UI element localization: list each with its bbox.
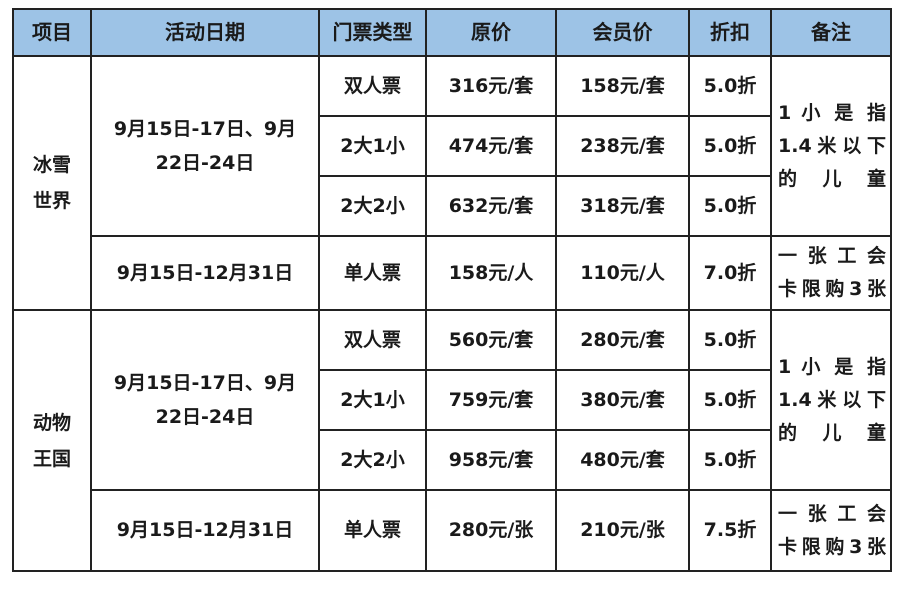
discount-cell: 5.0折 [688, 175, 772, 237]
header-discount: 折扣 [688, 8, 772, 57]
table-row: 2大1小 474元/套 238元/套 5.0折 [13, 115, 891, 177]
member-price-cell: 158元/套 [555, 55, 690, 117]
member-price-cell: 480元/套 [555, 429, 690, 491]
cell-line: 1.4米以下 [778, 388, 886, 411]
ticket-type-cell: 2大1小 [318, 369, 427, 431]
project-name-line: 冰雪 [32, 154, 71, 176]
table-row: 9月15日-12月31日 单人票 280元/张 210元/张 7.5折一 张 工 会卡限… [13, 489, 892, 572]
note-cell: 一 张 工 会卡限购3张 [770, 235, 892, 311]
header-member-price: 会员价 [555, 8, 690, 57]
note-cell: 1 小 是 指 1.4米以下 的儿童 [770, 309, 892, 491]
member-price-cell: 280元/套 [555, 309, 690, 371]
date-cell: 9月15日-12月31日 [90, 489, 320, 572]
header-original-price: 原价 [425, 8, 557, 57]
original-price-cell: 958元/套 [425, 429, 557, 491]
discount-cell: 7.0折 [688, 235, 772, 311]
discount-cell: 5.0折 [688, 115, 772, 177]
date-line: 22日-24日 [155, 406, 255, 428]
table-row: 2大1小 759元/套 380元/套 5.0折 [13, 369, 891, 431]
table-row: 9月15日-12月31日 单人票 158元/人 110元/人 7.0折一 张 工 会卡限… [13, 235, 892, 311]
ticket-type-cell: 2大1小 [318, 115, 427, 177]
original-price-cell: 158元/人 [425, 235, 557, 311]
header-ticket-type: 门票类型 [318, 8, 427, 57]
cell-line: 一 张 工 会 [778, 502, 886, 525]
discount-cell: 5.0折 [688, 309, 772, 371]
member-price-cell: 110元/人 [555, 235, 690, 311]
table-row: 2大2小 632元/套 318元/套 5.0折 [13, 175, 891, 237]
date-cell: 9月15日-17日、9月 22日-24日 [90, 309, 320, 491]
original-price-cell: 632元/套 [425, 175, 557, 237]
header-date: 活动日期 [90, 8, 320, 57]
discount-cell: 5.0折 [688, 369, 772, 431]
ticket-type-cell: 单人票 [318, 489, 427, 572]
ticket-type-cell: 单人票 [318, 235, 427, 311]
cell-line: 卡限购3张 [778, 278, 886, 300]
cell-line: 1 小 是 指 [778, 355, 886, 378]
date-line: 9月15日-17日、9月 [113, 372, 297, 394]
cell-line: 1 小 是 指 [778, 101, 886, 124]
member-price-cell: 380元/套 [555, 369, 690, 431]
table-row: 2大2小 958元/套 480元/套 5.0折 [13, 429, 891, 491]
project-cell: 冰雪 世界 [12, 55, 92, 311]
note-cell: 1 小 是 指 1.4米以下 的儿童 [770, 55, 892, 237]
project-name-line: 动物 [32, 411, 71, 434]
header-project: 项目 [12, 8, 92, 57]
original-price-cell: 280元/张 [425, 489, 557, 572]
original-price-cell: 759元/套 [425, 369, 557, 431]
project-cell: 动物 王国 [12, 309, 92, 572]
member-price-cell: 318元/套 [555, 175, 690, 237]
ticket-type-cell: 2大2小 [318, 429, 427, 491]
cell-line: 1.4米以下 [778, 134, 886, 157]
discount-cell: 5.0折 [688, 429, 772, 491]
project-name-line: 王国 [32, 447, 71, 470]
header-row: 项目 活动日期 门票类型 原价 会员价 折扣 备注 [12, 8, 892, 57]
header-note: 备注 [770, 8, 892, 57]
member-price-cell: 238元/套 [555, 115, 690, 177]
date-cell: 9月15日-17日、9月 22日-24日 [90, 55, 320, 237]
date-line: 9月15日-17日、9月 [113, 118, 297, 140]
table-row: 冰雪 世界 9月15日-17日、9月 22日-24日 双人票 316元/套 158元/套 5.… [12, 55, 892, 311]
member-price-cell: 210元/张 [555, 489, 690, 572]
original-price-cell: 560元/套 [425, 309, 557, 371]
ticket-type-cell: 双人票 [318, 309, 427, 371]
cell-line: 的儿童 [778, 167, 886, 190]
table-row: 动物 王国 9月15日-17日、9月 22日-24日 双人票 560元/套 280元/套 5.… [12, 309, 892, 572]
discount-cell: 7.5折 [688, 489, 772, 572]
project-name-line: 世界 [32, 190, 71, 212]
cell-line: 的儿童 [778, 421, 886, 444]
ticket-price-table: 项目 活动日期 门票类型 原价 会员价 折扣 备注 冰雪 世界 9月15日-17日、… [12, 8, 892, 572]
date-line: 22日-24日 [155, 152, 255, 174]
original-price-cell: 316元/套 [425, 55, 557, 117]
discount-cell: 5.0折 [688, 55, 772, 117]
ticket-type-cell: 双人票 [318, 55, 427, 117]
ticket-type-cell: 2大2小 [318, 175, 427, 237]
date-cell: 9月15日-12月31日 [90, 235, 320, 311]
original-price-cell: 474元/套 [425, 115, 557, 177]
cell-line: 卡限购3张 [778, 535, 886, 558]
cell-line: 一 张 工 会 [778, 245, 886, 267]
note-cell: 一 张 工 会卡限购3张 [770, 489, 892, 572]
